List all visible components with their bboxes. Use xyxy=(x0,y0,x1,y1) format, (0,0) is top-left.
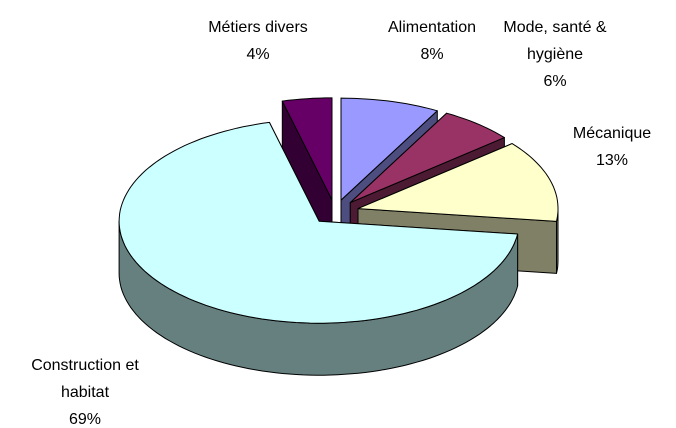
category-label: Mécanique xyxy=(572,125,652,142)
value-label: 13% xyxy=(595,152,629,169)
slice-label: Alimentation 8% xyxy=(377,14,487,68)
category-label: Construction et habitat xyxy=(31,357,139,401)
slice-label: Construction et habitat 69% xyxy=(10,352,160,428)
value-label: 8% xyxy=(420,46,444,63)
value-label: 4% xyxy=(246,46,270,63)
slice-label: Mode, santé & hygiène 6% xyxy=(490,14,620,95)
category-label: Métiers divers xyxy=(208,19,308,36)
slice-label: Mécanique 13% xyxy=(557,120,667,174)
category-label: Mode, santé & hygiène xyxy=(503,19,607,63)
slice xyxy=(340,97,438,201)
value-label: 69% xyxy=(68,411,102,428)
slice-label: Métiers divers 4% xyxy=(193,14,323,68)
slice xyxy=(281,97,333,201)
value-label: 6% xyxy=(543,73,567,90)
slice xyxy=(118,121,519,324)
slice xyxy=(357,143,559,222)
slice xyxy=(349,112,505,204)
category-label: Alimentation xyxy=(387,19,477,36)
